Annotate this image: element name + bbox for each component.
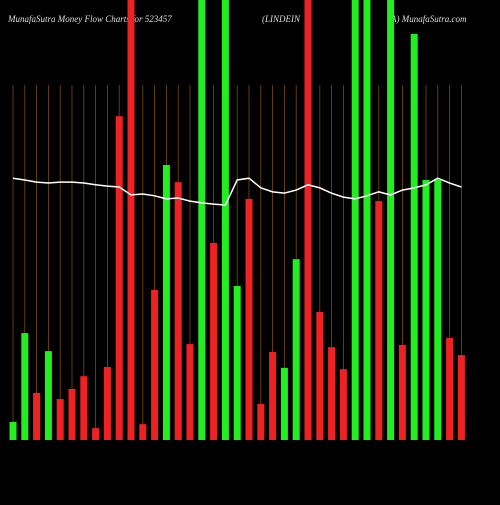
bar [375,201,383,440]
bar [387,0,395,440]
bar [422,179,430,440]
chart-title: MunafaSutra Money Flow Charts for 523457 [7,14,172,24]
bar [269,352,277,440]
bar [233,286,241,440]
bar [33,392,41,440]
bar [304,0,312,440]
bar [9,421,17,440]
bar [210,242,218,440]
bar [363,0,371,440]
bar [92,428,100,440]
chart-title: IA) MunafaSutra.com [387,14,467,24]
bar [127,0,135,440]
bar [446,337,454,440]
bar [316,311,324,440]
bar [328,347,336,440]
bar [21,333,29,440]
bar [245,198,253,440]
bar [351,0,359,440]
bar [257,403,265,440]
bar [221,0,229,440]
bar [174,182,182,440]
bar [280,367,288,440]
bar [139,424,147,440]
bar [80,376,88,440]
bar [162,165,170,440]
bar [434,179,442,440]
bar [457,355,465,440]
bar [186,344,194,440]
bar [103,366,111,440]
bar [56,399,64,440]
bar [115,116,123,440]
bar [151,289,159,440]
bar [339,369,347,440]
bar [292,259,300,440]
chart-title: (LINDEIN [262,14,301,24]
money-flow-line [12,177,462,206]
bar [68,388,76,440]
bar [198,0,206,440]
bar [410,33,418,440]
bar [44,351,52,440]
bar [398,344,406,440]
